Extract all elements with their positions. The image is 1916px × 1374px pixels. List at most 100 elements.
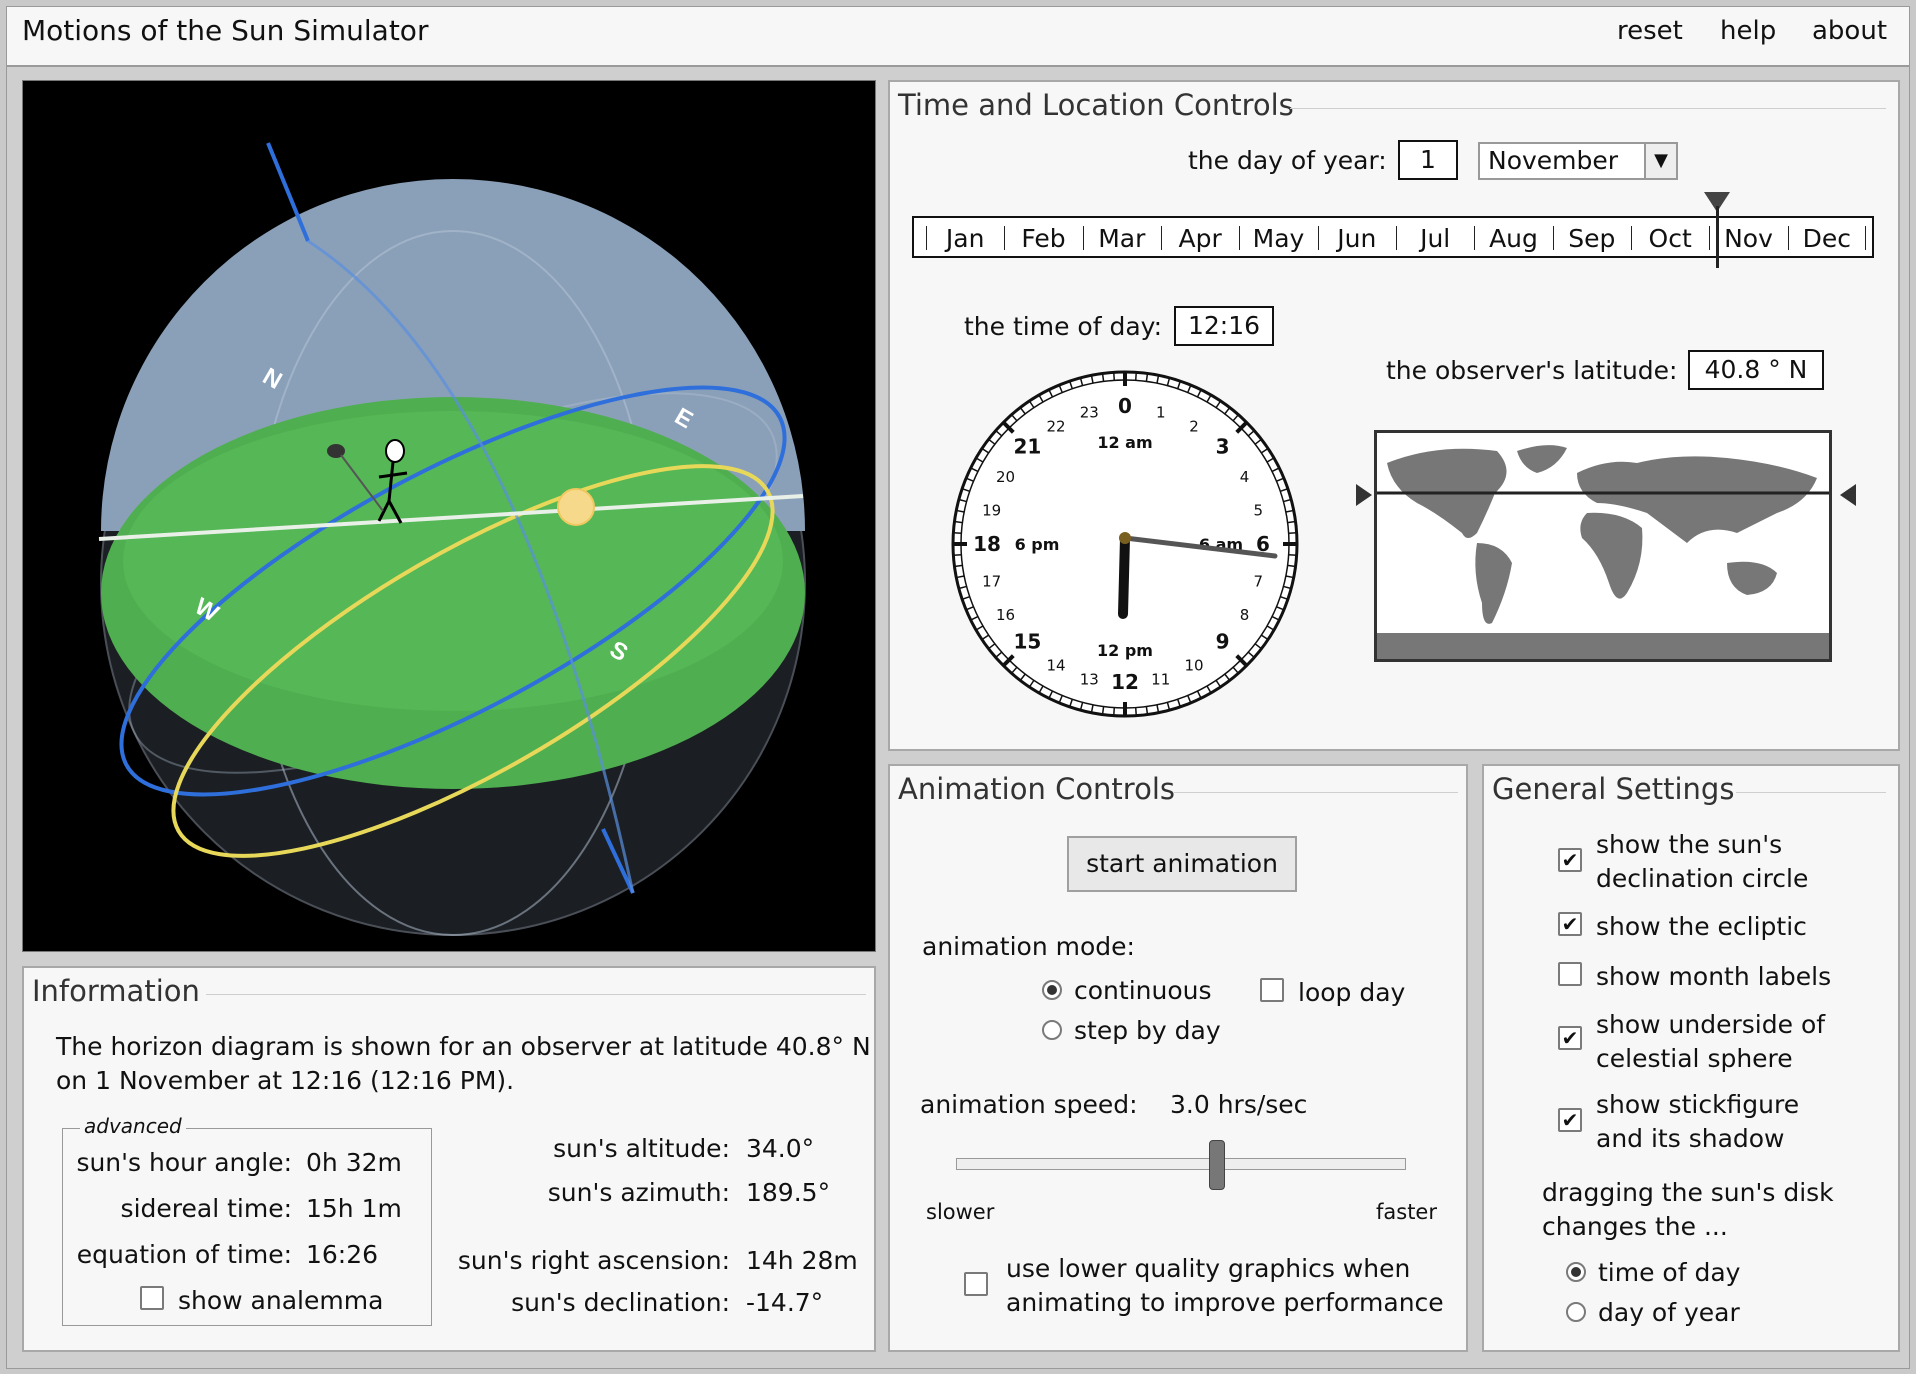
clock-label-pm12: 12 pm	[1097, 641, 1153, 660]
title-rule	[1174, 792, 1458, 793]
month-select[interactable]: November ▼	[1478, 142, 1678, 180]
show-analemma-label: show analemma	[178, 1286, 384, 1315]
time-location-title: Time and Location Controls	[898, 88, 1294, 122]
celestial-equator	[119, 385, 787, 797]
clock-tick	[1069, 699, 1073, 708]
east-west-line	[98, 494, 804, 541]
clock-hour-15: 15	[1013, 630, 1041, 654]
drag-time-of-day-radio[interactable]	[1566, 1262, 1586, 1282]
clock-tick	[1156, 375, 1160, 384]
clock-hour-3: 3	[1216, 434, 1230, 458]
time-of-day-input[interactable]: 12:16	[1174, 306, 1274, 346]
clock-tick	[1113, 707, 1116, 716]
low-quality-checkbox[interactable]	[964, 1272, 988, 1296]
clock-hour-20: 20	[996, 468, 1015, 486]
loop-day-checkbox[interactable]	[1260, 978, 1284, 1002]
month-label-jul[interactable]: Jul	[1420, 224, 1451, 253]
continuous-label: continuous	[1074, 976, 1212, 1005]
latitude-marker-right[interactable]	[1840, 484, 1856, 506]
date-marker-line[interactable]	[1716, 206, 1719, 268]
month-timeline[interactable]: Jan Feb Mar Apr May Jun Jul Aug Sep Oct Nov Dec	[912, 216, 1874, 258]
stickfigure-checkbox[interactable]: ✔	[1558, 1108, 1582, 1132]
clock-hour-4: 4	[1240, 468, 1250, 486]
chevron-down-icon[interactable]: ▼	[1644, 144, 1676, 178]
about-link[interactable]: about	[1812, 16, 1888, 46]
clock-tick	[1028, 679, 1035, 688]
clock-tick	[1254, 643, 1262, 650]
step-by-day-radio[interactable]	[1042, 1020, 1062, 1040]
declination-circle-checkbox[interactable]: ✔	[1558, 848, 1582, 872]
clock-tick	[1283, 585, 1292, 590]
celestial-sphere-view[interactable]: N E S W	[22, 80, 876, 952]
clock-tick	[1001, 420, 1015, 434]
month-tick	[1552, 226, 1554, 250]
day-of-year-label: the day of year:	[1188, 146, 1387, 175]
month-label-feb[interactable]: Feb	[1021, 224, 1066, 253]
speed-slider-track[interactable]	[956, 1158, 1406, 1170]
month-label-mar[interactable]: Mar	[1098, 224, 1146, 253]
clock-tick	[981, 447, 990, 454]
drag-time-of-day-label: time of day	[1598, 1258, 1741, 1287]
clock-tick	[1069, 380, 1073, 389]
month-label-jan[interactable]: Jan	[945, 224, 985, 253]
clock-hour-22: 22	[1046, 417, 1065, 435]
month-label-apr[interactable]: Apr	[1178, 224, 1222, 253]
world-map-image	[1377, 445, 1829, 659]
sidereal-time-label: sidereal time:	[120, 1194, 292, 1223]
sun-declination-circle	[171, 464, 775, 858]
clock-tick	[1038, 685, 1044, 694]
clock-tick	[958, 498, 967, 503]
month-labels-checkbox[interactable]	[1558, 962, 1582, 986]
general-settings-title: General Settings	[1492, 772, 1735, 806]
date-marker-triangle[interactable]	[1704, 192, 1730, 212]
clock-tick	[1235, 420, 1249, 434]
month-label-sep[interactable]: Sep	[1568, 224, 1616, 253]
drag-day-of-year-label: day of year	[1598, 1298, 1740, 1327]
clock-tick	[1247, 651, 1255, 658]
clock-dial[interactable]: 0 1 2 3 4 5 6 7 8 9 10 11 12 13 14 15 16 17 18 19 20 21 22 23 12…	[945, 364, 1305, 724]
clock-tick	[1276, 606, 1285, 611]
day-of-year-input[interactable]: 1	[1398, 140, 1458, 180]
month-label-may[interactable]: May	[1252, 224, 1305, 253]
clock-tick	[1196, 690, 1202, 699]
clock-tick	[1206, 394, 1212, 403]
month-label-nov[interactable]: Nov	[1724, 224, 1773, 253]
drag-day-of-year-radio[interactable]	[1566, 1302, 1586, 1322]
drag-sun-label-line2: changes the ...	[1542, 1212, 1728, 1241]
sidereal-time-value: 15h 1m	[306, 1194, 402, 1223]
clock-tick	[1166, 377, 1171, 386]
sun-azimuth-label: sun's azimuth:	[547, 1178, 730, 1207]
help-link[interactable]: help	[1720, 16, 1777, 46]
clock-tick	[1280, 488, 1289, 492]
clock-hour-6: 6	[1256, 532, 1270, 556]
stickfigure-label-line1: show stickfigure	[1596, 1090, 1800, 1119]
clock-tick	[1079, 377, 1084, 386]
speed-slider-thumb[interactable]	[1209, 1140, 1225, 1190]
latitude-input[interactable]: 40.8 ° N	[1688, 350, 1824, 390]
latitude-world-map[interactable]	[1374, 430, 1832, 662]
clock-hour-10: 10	[1184, 657, 1203, 675]
continuous-radio[interactable]	[1042, 980, 1062, 1000]
month-tick	[1317, 226, 1319, 250]
sun-disk[interactable]	[557, 488, 595, 526]
month-label-oct[interactable]: Oct	[1648, 224, 1692, 253]
celestial-sphere-canvas[interactable]: N E S W	[23, 81, 877, 953]
month-label-jun[interactable]: Jun	[1337, 224, 1377, 253]
month-label-dec[interactable]: Dec	[1802, 224, 1852, 253]
ecliptic-checkbox[interactable]: ✔	[1558, 912, 1582, 936]
month-label-aug[interactable]: Aug	[1489, 224, 1538, 253]
month-labels-label: show month labels	[1596, 962, 1832, 991]
clock-hour-1: 1	[1156, 404, 1166, 422]
latitude-marker-left[interactable]	[1356, 484, 1372, 506]
information-title: Information	[32, 974, 200, 1008]
title-bar	[6, 6, 1910, 66]
start-animation-button[interactable]: start animation	[1067, 836, 1297, 892]
sun-declination-value: -14.7°	[746, 1288, 824, 1317]
animation-mode-label: animation mode:	[922, 932, 1135, 961]
clock-tick	[956, 509, 965, 513]
underside-checkbox[interactable]: ✔	[1558, 1026, 1582, 1050]
clock-tick	[970, 615, 979, 621]
time-of-day-label: the time of day:	[964, 312, 1163, 341]
show-analemma-checkbox[interactable]	[140, 1286, 164, 1310]
reset-link[interactable]: reset	[1617, 16, 1683, 46]
